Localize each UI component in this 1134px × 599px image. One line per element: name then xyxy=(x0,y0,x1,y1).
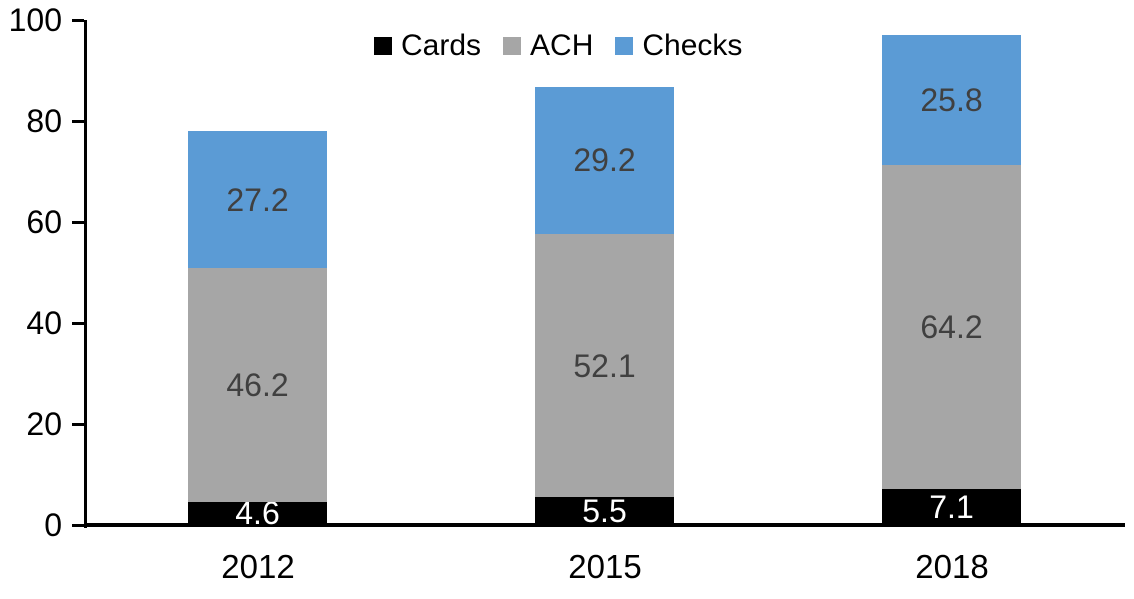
y-axis-tick xyxy=(72,423,84,426)
bar-segment-cards-2018: 7.1 xyxy=(882,489,1021,525)
data-label-checks-2015: 29.2 xyxy=(573,142,636,179)
y-axis-tick-label: 0 xyxy=(44,507,62,543)
legend-swatch-icon xyxy=(374,37,392,55)
data-label-ach-2018: 64.2 xyxy=(920,309,983,346)
y-axis-tick xyxy=(72,19,84,22)
x-axis-category-label: 2012 xyxy=(221,548,295,585)
y-axis-tick xyxy=(72,524,84,527)
y-axis-tick xyxy=(72,322,84,325)
bar-segment-ach-2015: 52.1 xyxy=(535,234,674,498)
data-label-ach-2015: 52.1 xyxy=(573,347,636,384)
bar-segment-cards-2012: 4.6 xyxy=(188,497,327,529)
y-axis-tick-label: 40 xyxy=(26,305,62,341)
legend-item-checks: Checks xyxy=(615,31,742,61)
data-label-checks-2012: 27.2 xyxy=(226,181,289,218)
data-label-cards-2018: 7.1 xyxy=(929,489,974,526)
x-axis-category-label: 2018 xyxy=(915,548,989,585)
bar-segment-ach-2012: 46.2 xyxy=(188,268,327,502)
y-axis-tick xyxy=(72,221,84,224)
data-label-ach-2012: 46.2 xyxy=(226,367,289,404)
legend-item-cards: Cards xyxy=(374,31,481,61)
bar-segment-checks-2015: 29.2 xyxy=(535,86,674,235)
bar-segment-cards-2015: 5.5 xyxy=(535,493,674,530)
legend-label: Checks xyxy=(642,29,743,62)
y-axis-tick-label: 60 xyxy=(26,204,62,240)
bar-segment-ach-2018: 64.2 xyxy=(882,164,1021,490)
chart-legend: Cards ACH Checks xyxy=(374,31,742,61)
y-axis-line xyxy=(84,20,87,528)
data-label-cards-2012: 4.6 xyxy=(235,495,280,532)
y-axis-tick xyxy=(72,120,84,123)
x-axis-line xyxy=(84,523,1125,527)
data-label-checks-2018: 25.8 xyxy=(920,81,983,118)
bar-segment-checks-2012: 27.2 xyxy=(188,131,327,269)
legend-swatch-icon xyxy=(503,37,522,55)
y-axis-tick-label: 80 xyxy=(26,103,62,139)
y-axis-tick-label: 20 xyxy=(26,406,62,442)
legend-label: ACH xyxy=(530,29,594,62)
x-axis-category-label: 2015 xyxy=(568,548,642,585)
legend-swatch-icon xyxy=(615,37,634,55)
legend-item-ach: ACH xyxy=(503,31,593,61)
data-label-cards-2015: 5.5 xyxy=(582,493,627,530)
bar-segment-checks-2018: 25.8 xyxy=(882,34,1021,165)
y-axis-tick-label: 100 xyxy=(8,2,62,38)
legend-label: Cards xyxy=(401,29,482,62)
